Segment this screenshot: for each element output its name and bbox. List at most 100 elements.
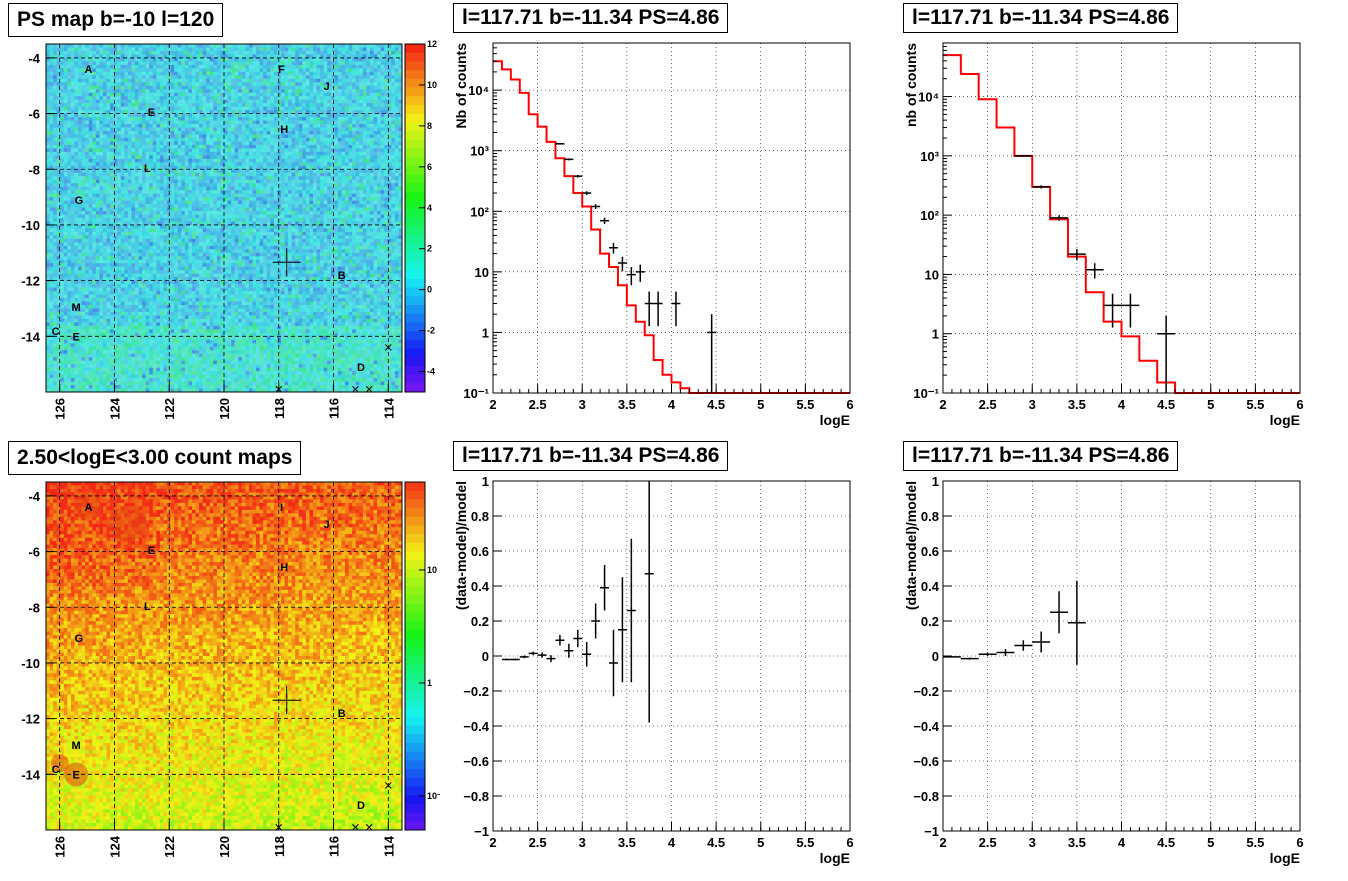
map-pixel xyxy=(95,165,100,170)
map-pixel xyxy=(313,141,317,146)
map-pixel xyxy=(67,54,72,59)
map-pixel xyxy=(224,124,228,128)
map-pixel xyxy=(177,92,182,97)
map-pixel xyxy=(266,54,271,59)
map-pixel xyxy=(195,44,200,48)
map-pixel xyxy=(46,214,50,219)
map-pixel xyxy=(206,113,211,118)
map-pixel xyxy=(60,197,65,201)
map-pixel xyxy=(53,186,58,191)
map-pixel xyxy=(127,172,132,177)
map-pixel xyxy=(288,103,293,108)
map-pixel xyxy=(391,124,396,128)
map-pixel xyxy=(373,200,378,205)
map-pixel xyxy=(305,148,310,153)
map-pixel xyxy=(74,172,79,177)
map-pixel xyxy=(387,207,392,212)
map-pixel xyxy=(49,50,54,55)
map-pixel xyxy=(345,165,349,170)
map-pixel xyxy=(209,71,214,76)
map-pixel xyxy=(345,85,349,90)
map-pixel xyxy=(209,47,214,52)
map-pixel xyxy=(362,200,367,205)
map-pixel xyxy=(163,165,168,170)
map-pixel xyxy=(259,92,264,97)
map-pixel xyxy=(120,183,125,188)
map-pixel xyxy=(369,110,374,114)
map-pixel xyxy=(177,110,182,114)
map-pixel xyxy=(220,193,225,198)
map-pixel xyxy=(81,211,86,215)
map-pixel xyxy=(202,151,207,156)
map-pixel xyxy=(366,78,371,83)
map-pixel xyxy=(327,151,332,156)
map-pixel xyxy=(209,134,214,139)
map-pixel xyxy=(355,64,360,69)
map-pixel xyxy=(92,89,97,94)
map-pixel xyxy=(248,172,253,177)
map-pixel xyxy=(270,148,275,153)
map-pixel xyxy=(373,211,378,215)
map-pixel xyxy=(184,211,189,215)
map-pixel xyxy=(92,169,97,174)
map-pixel xyxy=(60,155,65,160)
map-pixel xyxy=(67,47,72,52)
map-pixel xyxy=(295,176,300,181)
map-pixel xyxy=(348,103,353,108)
map-pixel xyxy=(320,96,325,101)
map-pixel xyxy=(67,134,72,139)
map-pixel xyxy=(302,89,307,94)
map-pixel xyxy=(95,183,100,188)
map-pixel xyxy=(341,214,346,219)
map-pixel xyxy=(209,190,214,195)
map-pixel xyxy=(177,158,182,163)
map-pixel xyxy=(277,113,282,118)
map-pixel xyxy=(377,141,382,146)
map-pixel xyxy=(163,141,168,146)
map-pixel xyxy=(366,50,371,55)
map-pixel xyxy=(224,89,228,94)
map-pixel xyxy=(377,82,382,87)
map-pixel xyxy=(131,197,136,201)
map-pixel xyxy=(113,141,118,146)
map-pixel xyxy=(191,214,196,219)
map-pixel xyxy=(85,186,90,191)
map-pixel xyxy=(334,169,339,174)
map-pixel xyxy=(362,68,367,73)
map-pixel xyxy=(227,64,232,69)
map-pixel xyxy=(67,110,72,114)
map-pixel xyxy=(127,92,132,97)
map-pixel xyxy=(70,113,75,118)
map-pixel xyxy=(209,137,214,142)
map-pixel xyxy=(60,113,65,118)
map-pixel xyxy=(256,169,260,174)
map-pixel xyxy=(323,85,328,90)
map-pixel xyxy=(270,57,275,62)
map-pixel xyxy=(127,197,132,201)
map-pixel xyxy=(184,141,189,146)
map-pixel xyxy=(138,162,143,167)
map-pixel xyxy=(120,207,125,212)
map-pixel xyxy=(387,186,392,191)
map-pixel xyxy=(163,176,168,181)
map-pixel xyxy=(188,148,193,153)
map-pixel xyxy=(78,162,82,167)
map-pixel xyxy=(102,89,107,94)
map-pixel xyxy=(394,54,399,59)
map-pixel xyxy=(85,113,90,118)
map-pixel xyxy=(46,54,50,59)
map-pixel xyxy=(380,113,385,118)
map-pixel xyxy=(195,89,200,94)
map-pixel xyxy=(95,190,100,195)
map-pixel xyxy=(227,44,232,48)
map-pixel xyxy=(67,137,72,142)
map-pixel xyxy=(384,89,389,94)
map-pixel xyxy=(291,137,296,142)
map-pixel xyxy=(195,120,200,125)
map-pixel xyxy=(220,141,225,146)
map-pixel xyxy=(398,44,403,48)
map-pixel xyxy=(202,183,207,188)
map-pixel xyxy=(234,151,239,156)
map-pixel xyxy=(341,47,346,52)
map-pixel xyxy=(327,155,332,160)
